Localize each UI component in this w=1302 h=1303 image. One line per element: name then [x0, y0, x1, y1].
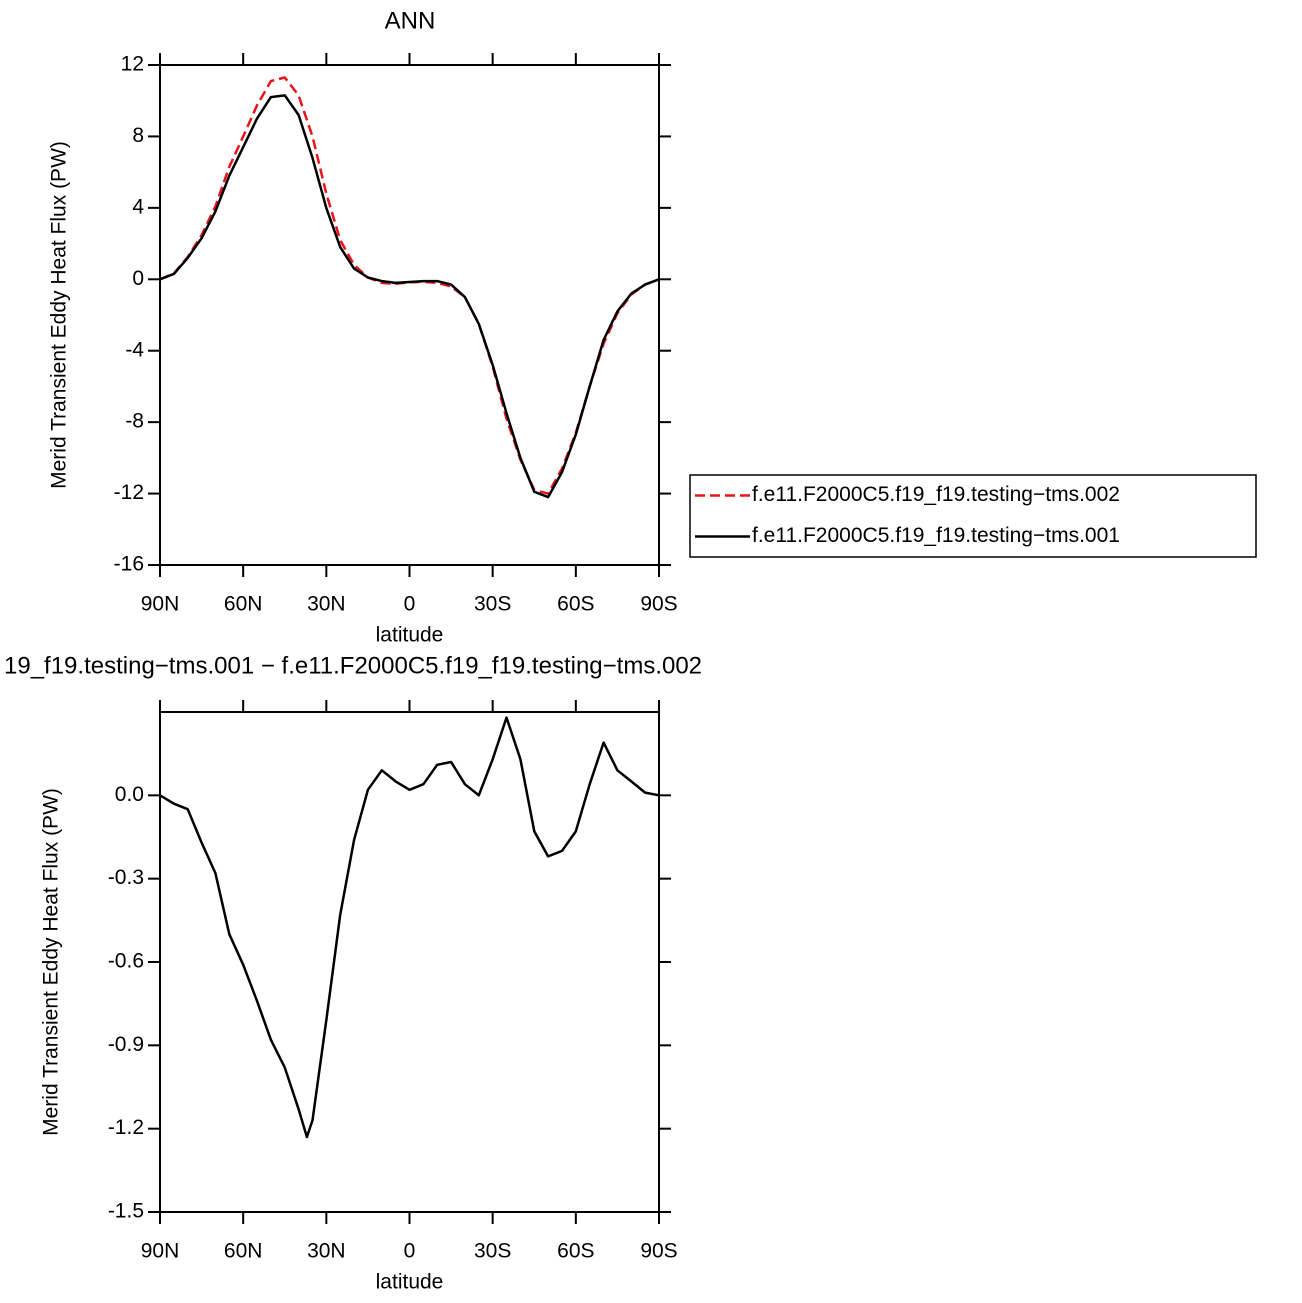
y-tick-label: 4: [132, 195, 144, 218]
x-tick-label: 90N: [141, 593, 180, 616]
y-tick-label: -1.5: [108, 1200, 144, 1223]
chart-title: 19_f19.testing−tms.001 − f.e11.F2000C5.f…: [4, 652, 702, 679]
y-axis-label: Merid Transient Eddy Heat Flux (PW): [40, 788, 63, 1136]
x-tick-label: 90N: [141, 1240, 180, 1263]
x-tick-label: 30S: [474, 1240, 511, 1263]
x-tick-label: 90S: [640, 1240, 677, 1263]
data-line: [159, 94, 660, 499]
x-tick-label: 0: [404, 1240, 416, 1263]
legend-label: f.e11.F2000C5.f19_f19.testing−tms.002: [752, 483, 1120, 506]
x-axis-label: latitude: [376, 1271, 444, 1294]
y-tick-label: 12: [121, 53, 144, 76]
y-axis-label: Merid Transient Eddy Heat Flux (PW): [48, 141, 71, 489]
x-tick-label: 60S: [557, 593, 594, 616]
y-tick-label: -12: [114, 481, 144, 504]
y-tick-label: -1.2: [108, 1116, 144, 1139]
x-tick-label: 90S: [640, 593, 677, 616]
x-axis-label: latitude: [376, 624, 444, 647]
x-tick-label: 60N: [224, 593, 263, 616]
y-tick-label: -16: [114, 553, 144, 576]
y-tick-label: -0.3: [108, 866, 144, 889]
y-tick-label: 0: [132, 267, 144, 290]
y-tick-label: 8: [132, 124, 144, 147]
y-tick-label: 0.0: [115, 783, 144, 806]
data-line: [159, 76, 660, 495]
x-tick-label: 30N: [307, 1240, 346, 1263]
chart-title: ANN: [385, 7, 436, 34]
x-tick-label: 60N: [224, 1240, 263, 1263]
y-tick-label: -0.9: [108, 1033, 144, 1056]
y-tick-label: -8: [125, 410, 144, 433]
plot-frame: [159, 64, 660, 566]
plot-frame: [159, 711, 660, 1213]
x-tick-label: 30N: [307, 593, 346, 616]
legend-label: f.e11.F2000C5.f19_f19.testing−tms.001: [752, 524, 1120, 547]
x-tick-label: 60S: [557, 1240, 594, 1263]
legend-box: [689, 474, 1257, 558]
y-tick-label: -0.6: [108, 950, 144, 973]
x-tick-label: 0: [404, 593, 416, 616]
x-tick-label: 30S: [474, 593, 511, 616]
data-line: [159, 716, 660, 1139]
y-tick-label: -4: [125, 338, 144, 361]
